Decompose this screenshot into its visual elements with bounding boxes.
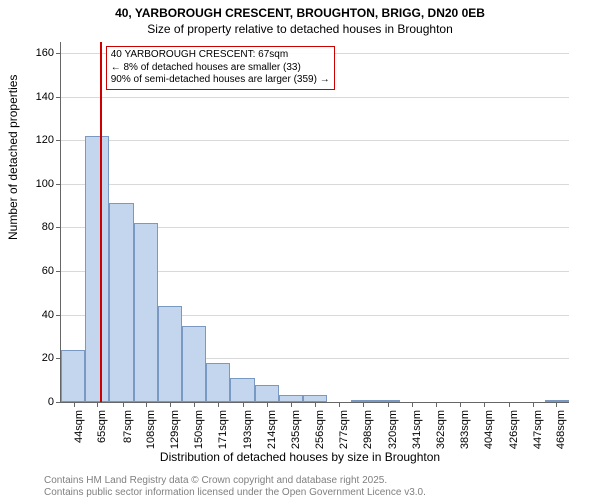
x-tick-mark <box>218 402 219 407</box>
x-tick-label: 426sqm <box>508 410 520 450</box>
x-tick-label: 87sqm <box>122 410 134 450</box>
y-tick-label: 0 <box>24 396 54 408</box>
histogram-bar <box>134 223 158 402</box>
x-tick-label: 65sqm <box>96 410 108 450</box>
y-tick-label: 120 <box>24 134 54 146</box>
x-tick-mark <box>74 402 75 407</box>
x-tick-mark <box>146 402 147 407</box>
x-tick-label: 468sqm <box>555 410 567 450</box>
histogram-bar <box>182 326 206 402</box>
histogram-bar <box>255 385 279 402</box>
subject-marker-line <box>100 42 102 402</box>
y-axis-label: Number of detached properties <box>6 75 20 240</box>
x-tick-mark <box>556 402 557 407</box>
x-tick-mark <box>291 402 292 407</box>
chart-title-line1: 40, YARBOROUGH CRESCENT, BROUGHTON, BRIG… <box>0 6 600 20</box>
y-tick-label: 160 <box>24 47 54 59</box>
x-tick-mark <box>267 402 268 407</box>
x-axis-label: Distribution of detached houses by size … <box>0 450 600 464</box>
x-tick-label: 150sqm <box>193 410 205 450</box>
x-tick-label: 320sqm <box>387 410 399 450</box>
annotation-line1: 40 YARBOROUGH CRESCENT: 67sqm <box>111 49 330 62</box>
y-tick-mark <box>56 402 61 403</box>
x-tick-mark <box>460 402 461 407</box>
plot-area: 40 YARBOROUGH CRESCENT: 67sqm← 8% of det… <box>60 42 569 403</box>
y-tick-mark <box>56 315 61 316</box>
x-tick-label: 44sqm <box>73 410 85 450</box>
x-tick-mark <box>315 402 316 407</box>
y-tick-label: 80 <box>24 221 54 233</box>
footer-attribution-2: Contains public sector information licen… <box>44 487 426 498</box>
y-tick-mark <box>56 271 61 272</box>
subject-annotation: 40 YARBOROUGH CRESCENT: 67sqm← 8% of det… <box>106 46 335 90</box>
x-tick-label: 193sqm <box>242 410 254 450</box>
y-tick-mark <box>56 184 61 185</box>
histogram-bar <box>109 203 133 402</box>
histogram-bar <box>230 378 254 402</box>
x-tick-label: 447sqm <box>532 410 544 450</box>
x-tick-label: 298sqm <box>362 410 374 450</box>
x-tick-label: 404sqm <box>483 410 495 450</box>
footer-attribution-1: Contains HM Land Registry data © Crown c… <box>44 475 387 486</box>
x-tick-label: 235sqm <box>290 410 302 450</box>
x-tick-mark <box>509 402 510 407</box>
gridline <box>61 184 569 185</box>
x-tick-mark <box>194 402 195 407</box>
x-tick-label: 171sqm <box>217 410 229 450</box>
y-tick-label: 60 <box>24 265 54 277</box>
chart-title-line2: Size of property relative to detached ho… <box>0 22 600 36</box>
x-tick-label: 383sqm <box>459 410 471 450</box>
histogram-bar <box>158 306 182 402</box>
y-tick-mark <box>56 53 61 54</box>
annotation-line2: ← 8% of detached houses are smaller (33) <box>111 62 330 75</box>
property-size-chart: 40, YARBOROUGH CRESCENT, BROUGHTON, BRIG… <box>0 0 600 500</box>
x-tick-label: 108sqm <box>145 410 157 450</box>
x-tick-label: 362sqm <box>435 410 447 450</box>
y-tick-mark <box>56 227 61 228</box>
x-tick-label: 277sqm <box>338 410 350 450</box>
x-tick-label: 256sqm <box>314 410 326 450</box>
x-tick-mark <box>243 402 244 407</box>
x-tick-label: 214sqm <box>266 410 278 450</box>
x-tick-mark <box>363 402 364 407</box>
histogram-bar <box>85 136 109 402</box>
y-tick-label: 20 <box>24 352 54 364</box>
x-tick-mark <box>123 402 124 407</box>
annotation-line3: 90% of semi-detached houses are larger (… <box>111 74 330 87</box>
x-tick-mark <box>339 402 340 407</box>
x-tick-label: 341sqm <box>411 410 423 450</box>
histogram-bar <box>61 350 85 402</box>
x-tick-mark <box>533 402 534 407</box>
x-tick-mark <box>388 402 389 407</box>
y-tick-mark <box>56 97 61 98</box>
x-tick-mark <box>97 402 98 407</box>
x-tick-mark <box>170 402 171 407</box>
y-tick-label: 100 <box>24 178 54 190</box>
histogram-bar <box>206 363 230 402</box>
gridline <box>61 97 569 98</box>
x-tick-mark <box>436 402 437 407</box>
gridline <box>61 140 569 141</box>
y-tick-label: 140 <box>24 91 54 103</box>
y-tick-mark <box>56 140 61 141</box>
x-tick-mark <box>412 402 413 407</box>
x-tick-label: 129sqm <box>169 410 181 450</box>
y-tick-label: 40 <box>24 309 54 321</box>
x-tick-mark <box>484 402 485 407</box>
